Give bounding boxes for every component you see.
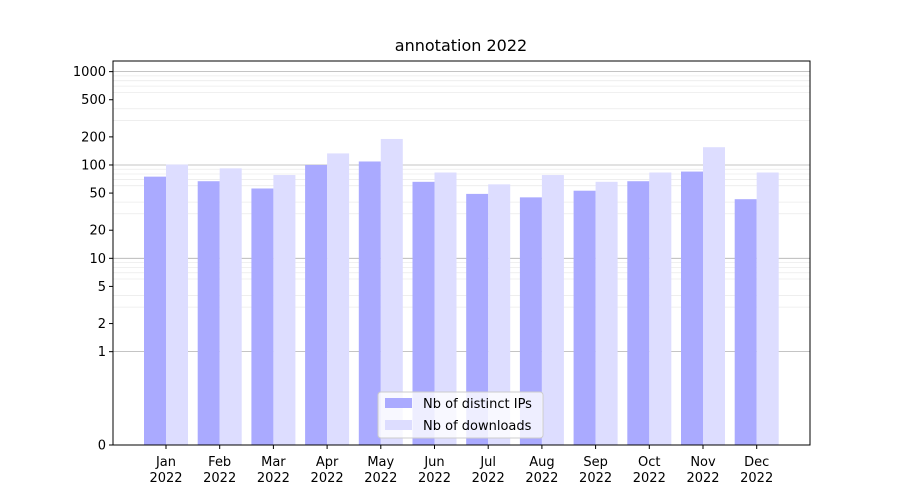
x-tick-label-month: Apr <box>316 455 339 470</box>
bar-downloads <box>327 153 350 445</box>
x-tick-label-month: Feb <box>208 455 231 470</box>
bar-downloads <box>166 164 188 445</box>
bar-downloads <box>649 172 672 446</box>
bar-distinct-ips <box>144 176 166 445</box>
bar-distinct-ips <box>681 171 703 445</box>
y-tick-label: 200 <box>81 130 106 145</box>
x-tick-label-year: 2022 <box>257 471 290 486</box>
legend-swatch-distinct-ips <box>385 398 412 408</box>
bar-downloads <box>219 168 242 445</box>
bar-distinct-ips <box>305 164 328 446</box>
x-tick-label-year: 2022 <box>740 471 773 486</box>
bar-distinct-ips <box>466 193 489 445</box>
bar-distinct-ips <box>251 188 274 445</box>
bar-downloads <box>756 172 779 446</box>
x-tick-label-year: 2022 <box>579 471 612 486</box>
y-tick-label: 0 <box>98 439 106 454</box>
bar-distinct-ips <box>412 181 435 445</box>
x-tick-label-month: Jul <box>479 455 496 470</box>
bar-distinct-ips <box>573 190 596 445</box>
x-tick-label-year: 2022 <box>149 471 182 486</box>
x-tick-label-year: 2022 <box>472 471 505 486</box>
x-tick-label-month: Jan <box>155 455 176 470</box>
legend-box <box>377 391 544 439</box>
bar-distinct-ips <box>734 199 757 445</box>
x-tick-label-year: 2022 <box>311 471 344 486</box>
bar-downloads <box>488 184 511 445</box>
legend-label-distinct-ips: Nb of distinct IPs <box>423 397 532 412</box>
x-tick-label-year: 2022 <box>203 471 236 486</box>
bar-downloads <box>273 175 296 445</box>
bar-distinct-ips <box>197 181 220 446</box>
y-tick-label: 10 <box>89 252 106 267</box>
bar-downloads <box>541 175 564 445</box>
x-tick-label-year: 2022 <box>364 471 397 486</box>
x-tick-label-month: Nov <box>690 455 716 470</box>
y-tick-label: 50 <box>89 187 106 202</box>
x-tick-label-month: May <box>367 455 394 470</box>
x-tick-label-month: Oct <box>638 455 660 470</box>
bar-downloads <box>434 172 457 446</box>
x-tick-label-month: Dec <box>744 455 769 470</box>
x-tick-label-year: 2022 <box>418 471 451 486</box>
y-axis: 0 1 2 5 10 20 50 100 200 500 1000 <box>73 65 113 454</box>
y-tick-label: 1 <box>98 345 106 360</box>
y-tick-label: 5 <box>98 280 106 295</box>
x-tick-label-year: 2022 <box>633 471 666 486</box>
x-tick-label-month: Mar <box>261 455 286 470</box>
legend: Nb of distinct IPs Nb of downloads <box>377 391 544 439</box>
bar-distinct-ips <box>519 197 542 445</box>
x-tick-label-month: Aug <box>529 455 554 470</box>
bar-downloads <box>595 181 618 445</box>
y-tick-label: 20 <box>89 224 106 239</box>
y-tick-label: 2 <box>98 317 106 332</box>
x-tick-label-year: 2022 <box>686 471 719 486</box>
y-tick-label: 1000 <box>73 65 106 80</box>
bar-distinct-ips <box>627 181 650 446</box>
x-tick-label-month: Sep <box>583 455 608 470</box>
x-axis: Jan2022Feb2022Mar2022Apr2022May2022Jun20… <box>149 445 773 486</box>
plot-frame <box>112 60 811 446</box>
legend-swatch-downloads <box>385 420 412 430</box>
y-tick-label: 500 <box>81 93 106 108</box>
bar-downloads <box>380 138 403 446</box>
x-tick-label-month: Jun <box>423 455 444 470</box>
bars <box>144 138 779 446</box>
bar-distinct-ips <box>358 161 381 445</box>
x-tick-label-year: 2022 <box>525 471 558 486</box>
y-tick-label: 100 <box>81 158 106 173</box>
legend-label-downloads: Nb of downloads <box>423 419 532 434</box>
bar-downloads <box>703 147 725 445</box>
chart-title: annotation 2022 <box>395 36 527 55</box>
